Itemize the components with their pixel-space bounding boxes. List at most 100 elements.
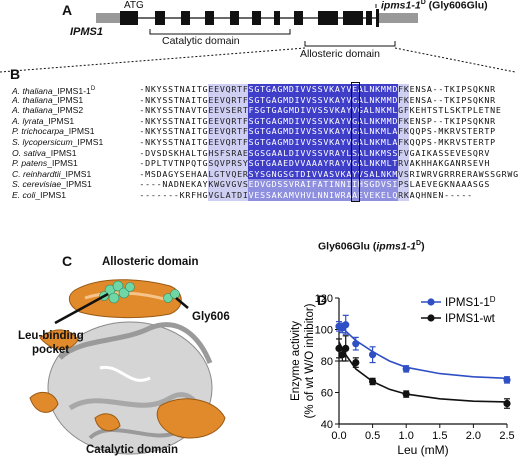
alignment-row: P. trichocarpa_IPMS1 -NKYSSTNAITGEEVQRTFS…: [0, 126, 520, 137]
species-label: A. thaliana_IPMS1: [12, 94, 84, 105]
species-label: A. thaliana_IPMS2: [12, 105, 84, 116]
alignment-row: C. reinhardtii_IPMS1 -MSDAGYSEHAALGTVQERS…: [0, 168, 520, 180]
x-tick-label: 0.5: [365, 430, 380, 442]
data-point: [342, 321, 350, 329]
x-tick-label: 1.5: [432, 430, 447, 442]
exon-12: [376, 9, 379, 27]
species-label: O. sativa_IPMS1: [12, 147, 77, 158]
x-tick-label: 2.0: [466, 430, 481, 442]
exon-11: [366, 11, 372, 25]
legend-marker: [427, 298, 435, 306]
gene-name: IPMS1: [70, 26, 104, 38]
alignment-row: A. thaliana_IPMS1-1D -NKYSSTNAITGEEVQRTFS…: [0, 84, 520, 96]
allosteric-domain-label: Allosteric domain: [300, 48, 380, 60]
mutation-label: Gly606Glu (ipms1-1D): [318, 240, 425, 253]
mutant-label: ipms1-1D (Gly606Glu): [381, 0, 488, 12]
sequence: -NKYSSTNAITGEEVQRTFSGTGAGMDIVVSSVKAYVGAL…: [139, 115, 496, 127]
sequence: -NKYSSTNAITGEEVQRTFSGTGAGMDIVVSSVKAYVEAL…: [139, 84, 496, 95]
fit-line-0: [338, 324, 508, 380]
exon-7: [274, 11, 280, 25]
x-tick-label: 2.5: [499, 430, 514, 442]
data-point: [352, 340, 360, 348]
gly-arrow: [175, 297, 189, 309]
fit-line-1: [338, 341, 508, 403]
inhibition-chart: 40 60 80 100 120 0.0 0.5 1.0 1.5 2.0 2.5 Leu (mM) En…: [290, 293, 515, 457]
atg-label: ATG: [124, 0, 144, 11]
y-tick-label: 100: [315, 325, 333, 337]
panel-label-c: C: [62, 253, 73, 269]
species-label: P. patens_IPMS1: [12, 158, 78, 169]
data-point: [402, 390, 410, 398]
y-tick-label: 120: [315, 293, 333, 305]
alignment-row: S. cerevisiae_IPMS1 ----NADNEKAYKWGVGVSED…: [0, 179, 520, 190]
alignment-row: O. sativa_IPMS1 -DVSDSKHALTGHSFSRAESGSGAA…: [0, 147, 520, 159]
mutation-column-box: [350, 82, 360, 202]
sequence: -NKYSSTNAVTGEEVSERTFSGTGAGMDIVVSSVKAYVGA…: [139, 105, 501, 116]
legend-label: IPMS1-1D: [445, 295, 496, 309]
alignment-row: A. lyrata_IPMS1 -NKYSSTNAITGEEVQRTFSGTGAG…: [0, 115, 520, 127]
exon-5: [230, 11, 239, 25]
x-axis-label: Leu (mM): [397, 443, 448, 457]
alignment-row: S. lycopersicum_IPMS1 -NKYSSTNAITGEEVQRTF…: [0, 137, 520, 148]
data-point: [503, 376, 511, 384]
panel-label-d: D: [317, 292, 328, 308]
allosteric-bracket: [304, 41, 396, 47]
legend-marker: [427, 314, 435, 322]
data-point: [402, 365, 410, 373]
alignment-row: P. patens_IPMS1 -DPLTVTNPQTGSQVPRSYSGTGAA…: [0, 158, 520, 169]
species-label: S. lycopersicum_IPMS1: [12, 137, 104, 147]
y-tick-label: 60: [321, 388, 333, 400]
data-point: [352, 358, 360, 367]
exon-1: [120, 11, 138, 25]
gene-model: [0, 4, 516, 73]
sequence: -NKYSSTNAITGEEVQRTFSGTGAGMDIVVSSVKAYVGAL…: [139, 94, 496, 106]
gly606-label: Gly606: [192, 311, 230, 323]
sequence: -DVSDSKHALTGHSFSRAESGSGAALDIVVSSVRAYLSAL…: [139, 147, 490, 159]
panel-label-b: B: [10, 66, 21, 82]
data-point: [335, 344, 343, 352]
pocket-arrow: [54, 292, 109, 325]
x-tick-label: 1.0: [399, 430, 414, 442]
species-label: C. reinhardtii_IPMS1: [12, 168, 92, 179]
utr-5: [96, 13, 120, 23]
exon-2: [155, 11, 165, 25]
data-point: [342, 344, 350, 352]
catalytic-bracket: [149, 29, 291, 35]
sequence: -DPLTVTNPQTGSQVPRSYSGTGAAEDVVAAAYRAYVGAL…: [139, 158, 490, 169]
data-point: [338, 351, 346, 359]
alignment-row: A. thaliana_IPMS2 -NKYSSTNAVTGEEVSERTFSGT…: [0, 105, 520, 116]
structure-catalytic-label: Catalytic domain: [86, 444, 179, 456]
catalytic-domain-label: Catalytic domain: [162, 35, 240, 47]
exon-10: [343, 11, 363, 25]
y-axis-label-line2: (% of wt W/O inhibitor): [304, 303, 316, 418]
exon-8: [294, 11, 303, 25]
sequence: -NKYSSTNAITGEEVQRTFSGTGAGMDIVVSSVKAYVGAL…: [139, 137, 496, 148]
species-label: A. lyrata_IPMS1: [12, 115, 75, 126]
species-label: A. thaliana_IPMS1-1D: [12, 85, 96, 96]
exon-6: [252, 11, 261, 25]
species-label: P. trichocarpa_IPMS1: [12, 126, 95, 137]
data-point: [369, 351, 377, 359]
y-axis-label-line1: Enzyme activity: [290, 321, 302, 401]
data-point: [503, 399, 511, 408]
sequence: ----NADNEKAYKWGVGVSEDVGDSSVRAIFATINNIIHS…: [139, 179, 490, 190]
exon-3: [181, 11, 190, 25]
y-tick-label: 40: [321, 419, 333, 431]
zoom-line-left: [0, 47, 306, 73]
y-tick-label: 80: [321, 356, 333, 368]
species-label: S. cerevisiae_IPMS1: [12, 179, 92, 190]
sequence: -------KRFHGVGLATDIVESSAKAMVHVLNNIWRAAEV…: [139, 190, 473, 201]
legend-label: IPMS1-wt: [445, 313, 496, 325]
panel-label-a: A: [62, 2, 73, 18]
x-tick-label: 0.0: [331, 430, 346, 442]
zoom-line-right: [394, 47, 516, 73]
sequence: -NKYSSTNAITGEEVQRTFSGTGAGMDIVVSSVKAYVGAL…: [139, 126, 496, 137]
protein-structure: [29, 279, 226, 455]
pocket-label-line1: Leu-binding: [18, 330, 84, 342]
alignment-row: A. thaliana_IPMS1 -NKYSSTNAITGEEVQRTFSGTG…: [0, 94, 520, 106]
data-point: [369, 377, 377, 386]
species-label: E. coli_IPMS1: [12, 190, 66, 200]
structure-allosteric-label: Allosteric domain: [102, 256, 199, 268]
exon-4: [205, 11, 214, 25]
pocket-label-line2: pocket: [32, 344, 70, 356]
